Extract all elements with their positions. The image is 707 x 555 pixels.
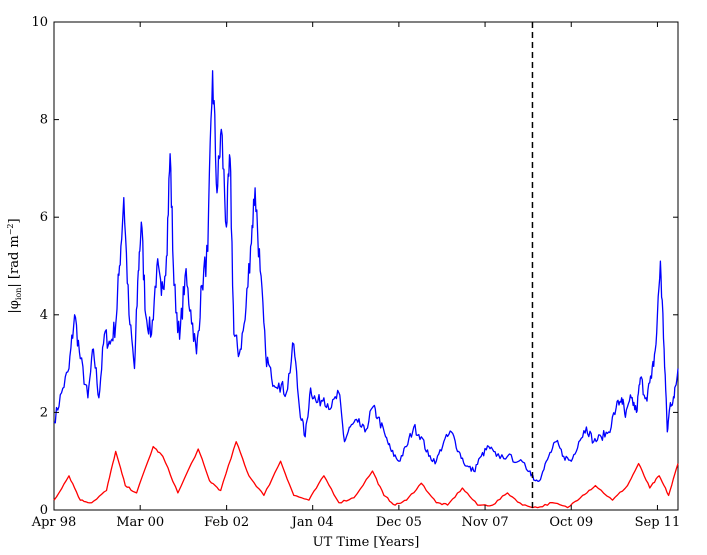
series-line-2 bbox=[53, 441, 679, 509]
x-axis-label: UT Time [Years] bbox=[313, 535, 420, 550]
x-tick-label: Feb 02 bbox=[204, 515, 249, 530]
plot-frame bbox=[53, 21, 679, 511]
x-tick-label: Apr 98 bbox=[31, 515, 77, 530]
series-line-1 bbox=[53, 70, 679, 483]
y-axis-label-close: ] bbox=[7, 218, 22, 223]
x-tick-label: Oct 09 bbox=[549, 515, 593, 530]
y-axis-label-sub: ion bbox=[14, 288, 23, 301]
x-tick-label: Sep 11 bbox=[635, 515, 681, 530]
ticks-layer: 0 2 4 6 8 10 Apr 98 Mar 00 Feb 02 Jan 04 Dec 05 Nov… bbox=[31, 15, 681, 530]
series-layer bbox=[53, 22, 679, 510]
y-axis-label-open: |φ bbox=[7, 300, 22, 313]
y-tick-label: 6 bbox=[40, 210, 48, 225]
y-tick-label: 0 bbox=[40, 503, 48, 518]
y-axis-label-mid: | [rad m bbox=[7, 235, 22, 287]
y-tick-label: 10 bbox=[31, 15, 48, 30]
y-axis-label-sup: −2 bbox=[6, 223, 15, 235]
x-tick-label: Mar 00 bbox=[116, 515, 164, 530]
x-tick-label: Jan 04 bbox=[290, 515, 334, 530]
x-tick-label: Dec 05 bbox=[376, 515, 422, 530]
x-tick-label: Nov 07 bbox=[461, 515, 508, 530]
y-tick-label: 4 bbox=[40, 308, 48, 323]
y-tick-label: 2 bbox=[40, 405, 48, 420]
y-tick-label: 8 bbox=[40, 113, 48, 128]
y-axis-label: |φion| [rad m−2] bbox=[6, 218, 23, 313]
